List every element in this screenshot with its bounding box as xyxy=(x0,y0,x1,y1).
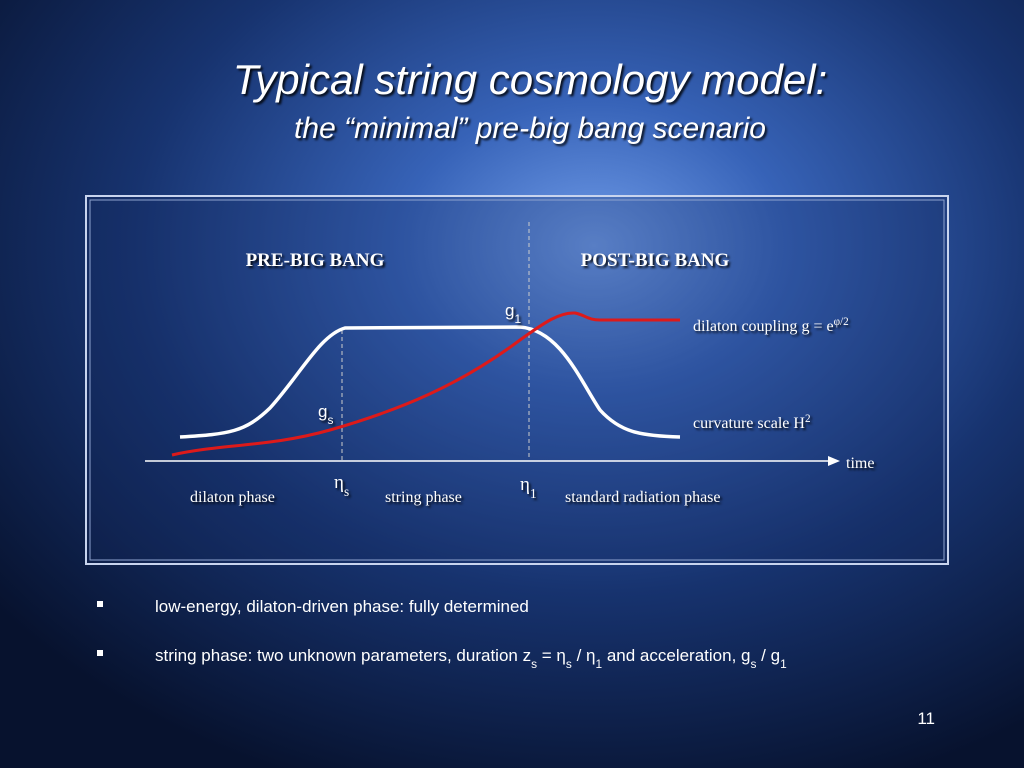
eta-1-label: η1 xyxy=(520,474,537,501)
text-run: / g xyxy=(756,646,780,665)
text-run: string phase: two unknown parameters, du… xyxy=(155,646,531,665)
dilaton-label: dilaton coupling g = eφ/2 xyxy=(693,316,849,335)
text-run: g = e xyxy=(801,318,833,335)
gs-label: gs xyxy=(318,402,333,427)
subscript: s xyxy=(327,413,333,427)
text-run: and acceleration, g xyxy=(602,646,750,665)
text-run: dilaton coupling xyxy=(693,318,801,335)
superscript: φ/2 xyxy=(834,316,849,328)
subscript: s xyxy=(344,484,349,499)
pre-heading: PRE-BIG BANG xyxy=(246,250,385,271)
text-run: = η xyxy=(537,646,566,665)
phase-label: standard radiation phase xyxy=(565,489,721,506)
subscript: 1 xyxy=(514,312,521,326)
g1-label: g1 xyxy=(505,301,521,326)
curvature-label: curvature scale H2 xyxy=(693,413,811,432)
text-run: / η xyxy=(572,646,596,665)
subtitle: the “minimal” pre-big bang scenario xyxy=(294,112,766,145)
subscript: s xyxy=(750,657,756,671)
subscript: 1 xyxy=(530,486,537,501)
phase-label: dilaton phase xyxy=(190,489,275,506)
text-run: g xyxy=(318,402,327,421)
subscript: 1 xyxy=(780,657,787,671)
bullet-text: string phase: two unknown parameters, du… xyxy=(155,646,787,671)
subscript: s xyxy=(531,657,537,671)
eta-s-label: ηs xyxy=(334,472,349,499)
text-run: g xyxy=(505,301,514,320)
text-run: η xyxy=(334,472,344,493)
bullet-text: low-energy, dilaton-driven phase: fully … xyxy=(155,597,529,616)
text-run: H xyxy=(793,415,805,432)
axis-label: time xyxy=(846,455,874,472)
phase-label: string phase xyxy=(385,489,462,506)
post-heading: POST-BIG BANG xyxy=(581,250,730,271)
subscript: s xyxy=(566,657,572,671)
subscript: 1 xyxy=(595,657,602,671)
page-number: 11 xyxy=(917,709,935,728)
dilaton-curve xyxy=(171,311,680,457)
title: Typical string cosmology model: xyxy=(233,56,827,103)
diagram-frame xyxy=(85,195,949,565)
bullet-marker xyxy=(97,601,103,607)
bullet-marker xyxy=(97,650,103,656)
text-run: curvature scale xyxy=(693,415,793,432)
axis-arrow xyxy=(828,456,840,466)
superscript: 2 xyxy=(805,413,811,425)
text-run: η xyxy=(520,474,530,495)
text-run: low-energy, dilaton-driven phase: fully … xyxy=(155,597,529,616)
diagram-frame-inner xyxy=(89,199,945,561)
curvature-curve xyxy=(179,325,681,439)
